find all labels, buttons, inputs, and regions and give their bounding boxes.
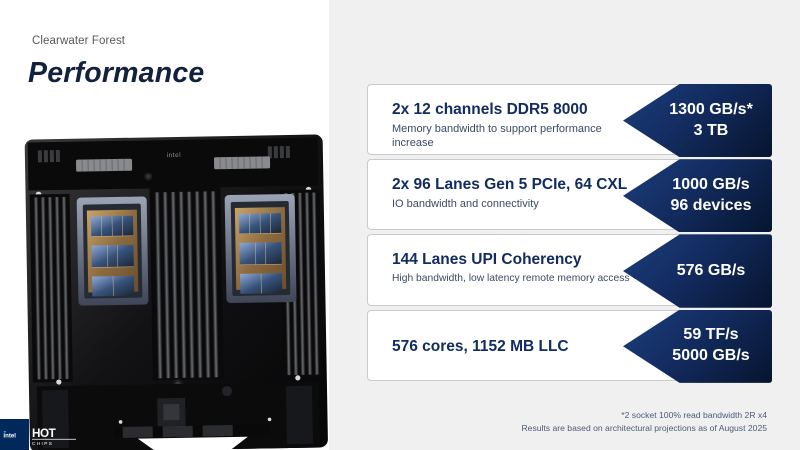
svg-text:intel: intel [3,432,16,438]
svg-text:intel: intel [167,152,182,159]
svg-text:CHIPS: CHIPS [32,441,53,446]
svg-text:HOT: HOT [32,427,57,440]
